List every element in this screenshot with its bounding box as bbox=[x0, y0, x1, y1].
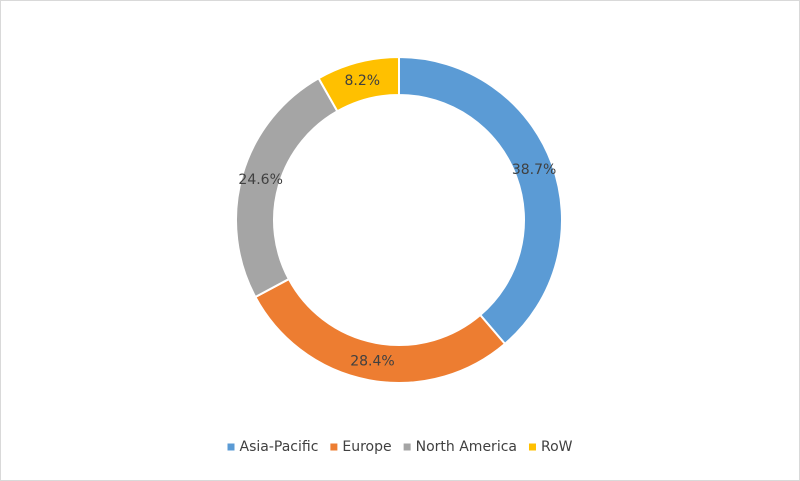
donut-segment bbox=[398, 55, 563, 346]
data-label: 8.2% bbox=[344, 73, 380, 89]
legend-label: Europe bbox=[342, 439, 391, 455]
legend-swatch bbox=[330, 443, 338, 451]
donut-segment bbox=[317, 55, 400, 113]
data-label: 38.7% bbox=[512, 162, 556, 178]
legend-label: Asia-Pacific bbox=[240, 439, 319, 455]
legend-swatch bbox=[403, 443, 411, 451]
data-label: 24.6% bbox=[238, 172, 282, 188]
data-label: 28.4% bbox=[350, 354, 394, 370]
legend-swatch bbox=[227, 443, 235, 451]
legend-label: RoW bbox=[541, 439, 573, 455]
legend-label: North America bbox=[416, 439, 517, 455]
legend-swatch bbox=[528, 443, 536, 451]
